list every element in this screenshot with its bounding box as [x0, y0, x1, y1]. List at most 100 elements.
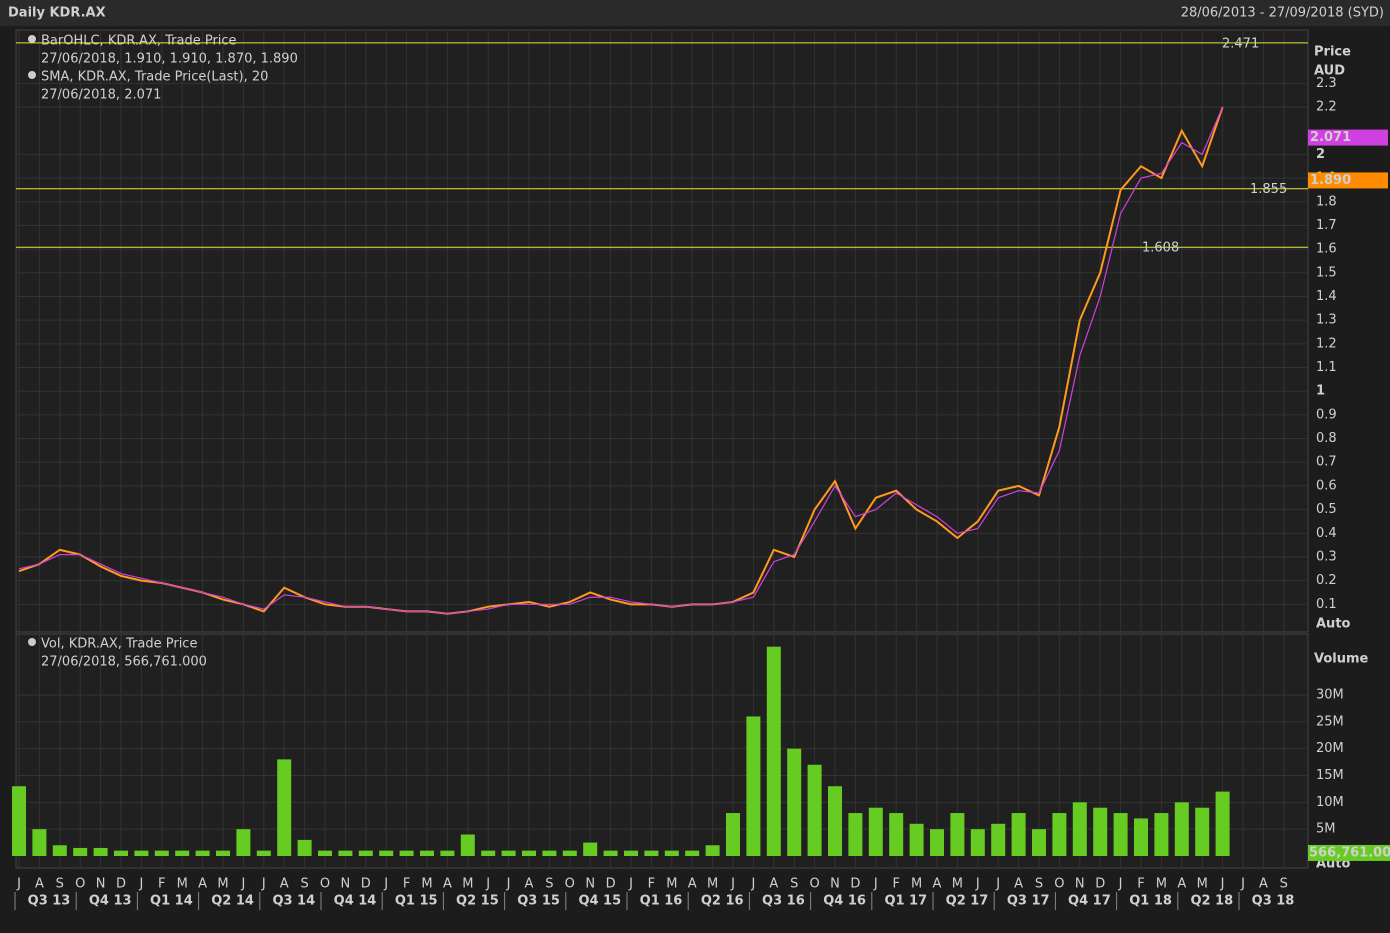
title-bar [0, 0, 1390, 26]
quarter-label: Q1 16 [640, 894, 683, 909]
month-label: F [403, 877, 410, 892]
volume-bar [379, 850, 394, 856]
month-label: M [421, 877, 432, 892]
y-tick-label: 2.2 [1316, 100, 1337, 115]
y-tick-label: 1.2 [1316, 336, 1337, 351]
volume-tag-label: 566,761.00 [1309, 845, 1390, 860]
legend-icon [28, 638, 36, 646]
price-axis-label: Price [1314, 45, 1351, 60]
y-tick-label: 0.9 [1316, 407, 1337, 422]
month-label: J [975, 877, 980, 892]
month-label: M [462, 877, 473, 892]
month-label: O [75, 877, 85, 892]
volume-bar [134, 850, 149, 856]
month-label: A [1259, 877, 1268, 892]
month-label: O [565, 877, 575, 892]
legend-detail: 27/06/2018, 1.910, 1.910, 1.870, 1.890 [41, 52, 298, 67]
quarter-label: Q4 13 [89, 894, 132, 909]
y-tick-label: 0.6 [1316, 478, 1337, 493]
month-label: N [830, 877, 840, 892]
legend-name: BarOHLC, KDR.AX, Trade Price [41, 34, 237, 49]
price-panel [15, 29, 1309, 633]
volume-bar [175, 850, 190, 856]
volume-bar [52, 845, 67, 856]
month-label: S [790, 877, 798, 892]
volume-bar [1052, 813, 1067, 856]
y-tick-label: 1.5 [1316, 265, 1337, 280]
month-label: J [383, 877, 388, 892]
legend-name: SMA, KDR.AX, Trade Price(Last), 20 [41, 70, 268, 85]
quarter-label: Q3 16 [762, 894, 805, 909]
volume-bar [256, 850, 271, 856]
volume-bar [1154, 813, 1169, 856]
y-tick-label: 0.2 [1316, 573, 1337, 588]
volume-bar [909, 823, 924, 856]
quarter-label: Q4 15 [578, 894, 621, 909]
volume-bar [766, 646, 781, 856]
y-tick-label: 1 [1316, 384, 1325, 399]
y-tick-label: 30M [1316, 687, 1344, 702]
y-tick-label: 20M [1316, 741, 1344, 756]
quarter-label: Q3 17 [1007, 894, 1050, 909]
volume-bar [522, 850, 536, 856]
quarter-label: Q3 15 [517, 894, 560, 909]
month-label: J [240, 877, 245, 892]
volume-bar [1032, 829, 1046, 856]
quarter-label: Q1 15 [395, 894, 438, 909]
month-label: A [443, 877, 452, 892]
quarter-label: Q3 18 [1252, 894, 1295, 909]
volume-bar [1215, 791, 1230, 856]
month-label: N [585, 877, 595, 892]
volume-bar [1134, 818, 1148, 856]
volume-bar [828, 786, 842, 856]
month-label: D [361, 877, 371, 892]
hline-label: 1.608 [1142, 241, 1179, 256]
date-range: 28/06/2013 - 27/09/2018 (SYD) [1181, 6, 1384, 21]
month-label: J [261, 877, 266, 892]
month-label: A [198, 877, 207, 892]
legend-detail: 27/06/2018, 566,761.000 [41, 655, 207, 670]
y-tick-label: 1.4 [1316, 289, 1337, 304]
volume-bar [1113, 813, 1128, 856]
scale-mode: Auto [1316, 617, 1351, 632]
volume-bar [868, 807, 883, 856]
volume-bar [1195, 807, 1210, 856]
month-label: M [707, 877, 718, 892]
hline-label: 2.471 [1222, 36, 1259, 51]
month-label: O [809, 877, 819, 892]
volume-bar [644, 850, 659, 856]
y-tick-label: 0.7 [1316, 455, 1337, 470]
month-label: A [688, 877, 697, 892]
month-label: F [648, 877, 655, 892]
y-tick-label: 5M [1316, 822, 1336, 837]
volume-bar [318, 850, 332, 856]
month-label: A [933, 877, 942, 892]
y-tick-label: 25M [1316, 714, 1344, 729]
month-label: S [56, 877, 64, 892]
quarter-label: Q2 18 [1190, 894, 1233, 909]
month-label: N [96, 877, 106, 892]
legend-name: Vol, KDR.AX, Trade Price [41, 637, 197, 652]
y-tick-label: 0.4 [1316, 526, 1337, 541]
month-label: O [320, 877, 330, 892]
quarter-label: Q4 16 [823, 894, 866, 909]
month-label: D [1095, 877, 1105, 892]
month-label: A [280, 877, 289, 892]
month-label: A [525, 877, 534, 892]
month-label: A [35, 877, 44, 892]
volume-bar [583, 842, 598, 856]
month-label: O [1054, 877, 1064, 892]
volume-bar [950, 813, 965, 856]
volume-bar [399, 850, 414, 856]
month-label: D [116, 877, 126, 892]
month-label: S [1280, 877, 1288, 892]
month-label: A [1177, 877, 1186, 892]
volume-bar [685, 850, 700, 856]
month-label: M [217, 877, 228, 892]
volume-bar [277, 759, 292, 856]
y-tick-label: 0.1 [1316, 597, 1337, 612]
y-tick-label: 1.8 [1316, 194, 1337, 209]
volume-bar [726, 813, 740, 856]
volume-bar [297, 839, 312, 856]
